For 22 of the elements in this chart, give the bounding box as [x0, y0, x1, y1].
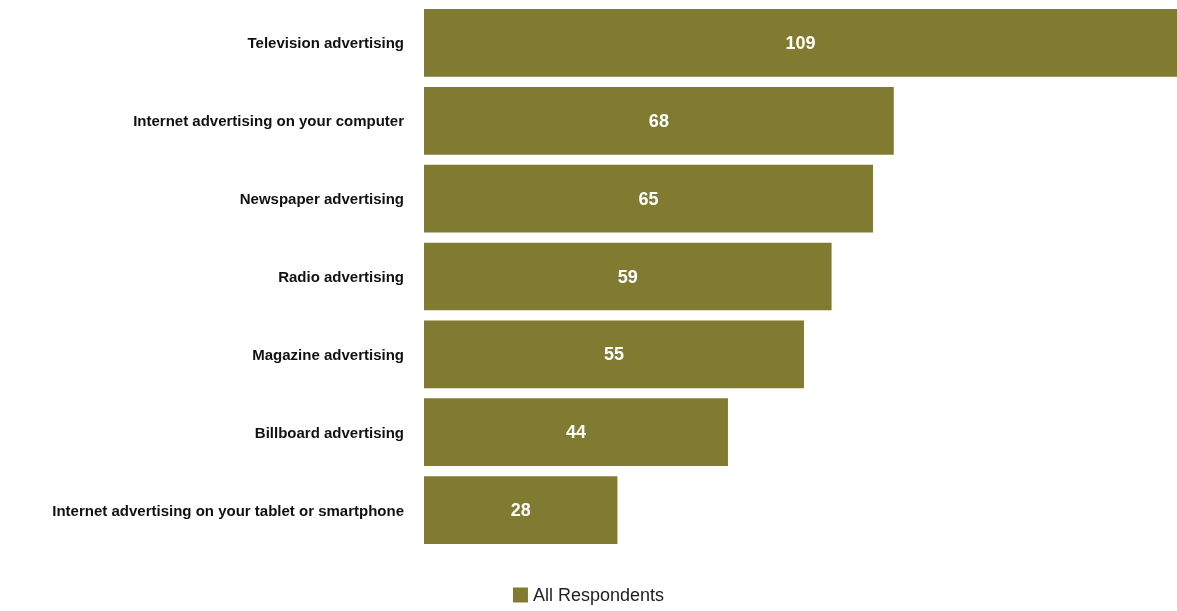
y-tick-label: Television advertising — [247, 34, 404, 52]
bar — [424, 398, 728, 467]
bar — [424, 242, 832, 311]
y-tick-label: Magazine advertising — [252, 345, 404, 363]
bar — [424, 320, 804, 389]
y-tick-label: Internet advertising on your computer — [133, 112, 405, 130]
data-label: 109 — [785, 32, 816, 53]
bar — [424, 164, 874, 233]
y-tick-label: Radio advertising — [278, 268, 404, 285]
data-label: 44 — [565, 422, 586, 443]
bar — [424, 476, 618, 544]
bar — [424, 9, 1177, 77]
y-tick-label: Newspaper advertising — [239, 190, 404, 208]
bar — [424, 86, 894, 155]
data-label: 65 — [638, 188, 659, 209]
data-label: 59 — [617, 266, 638, 287]
data-label: 55 — [603, 344, 624, 365]
legend-label: All Respondents — [532, 585, 665, 605]
y-tick-label: Billboard advertising — [254, 423, 404, 441]
y-tick-label: Internet advertising on your tablet or smartphone — [52, 501, 404, 519]
data-label: 68 — [648, 110, 669, 131]
data-label: 28 — [510, 500, 531, 521]
